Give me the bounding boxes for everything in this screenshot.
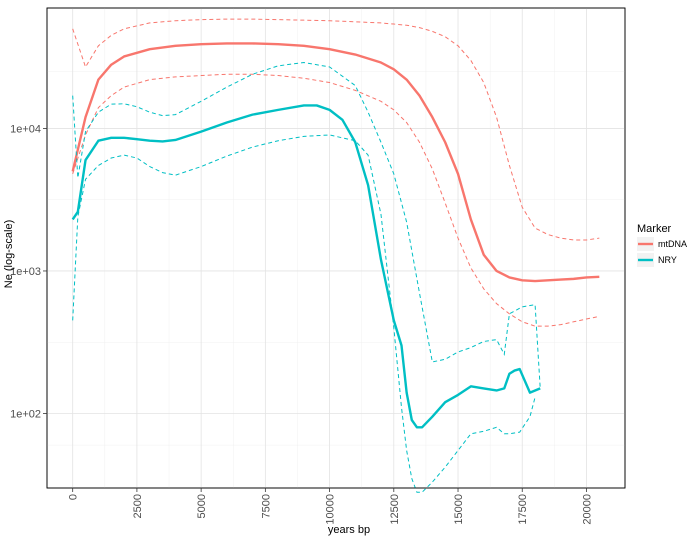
x-tick-label: 20000 [581,494,593,525]
mtdna-upper-ci-line [72,18,600,241]
mtdna-lower-ci-line [72,73,600,327]
minor-gridlines [47,8,625,488]
legend-title: Marker [637,223,672,235]
y-axis-title: Ne (log-scale) [3,220,15,288]
legend-entries: mtDNA NRY [637,237,687,267]
plot-border [46,7,626,489]
major-gridlines [47,8,625,488]
series-layer [71,18,600,493]
x-tick-label: 12500 [389,494,401,525]
y-tick-label: 1e+02 [10,408,41,420]
legend-label: NRY [658,255,677,265]
y-tick-label: 1e+03 [10,266,41,278]
x-tick-label: 17500 [517,494,529,525]
nry-median-line [71,104,541,429]
x-tick-label: 7500 [260,494,272,518]
x-tick-label: 0 [68,494,80,500]
legend-label: mtDNA [658,239,687,249]
x-axis-title: years bp [328,524,370,536]
x-tick-label: 5000 [196,494,208,518]
x-axis: 0 2500 5000 7500 10000 12500 15000 17500 20000 [68,488,593,525]
plot-panel [46,7,626,489]
y-tick-label: 1e+04 [10,123,41,135]
x-tick-label: 10000 [325,494,337,525]
x-tick-label: 15000 [453,494,465,525]
y-axis: 1e+02 1e+03 1e+04 [10,123,47,420]
mtdna-median-line [71,42,600,283]
nry-lower-ci-line [72,134,536,493]
nry-upper-ci-line [72,62,541,389]
x-tick-label: 2500 [132,494,144,518]
legend: Marker mtDNA NRY [637,223,687,267]
